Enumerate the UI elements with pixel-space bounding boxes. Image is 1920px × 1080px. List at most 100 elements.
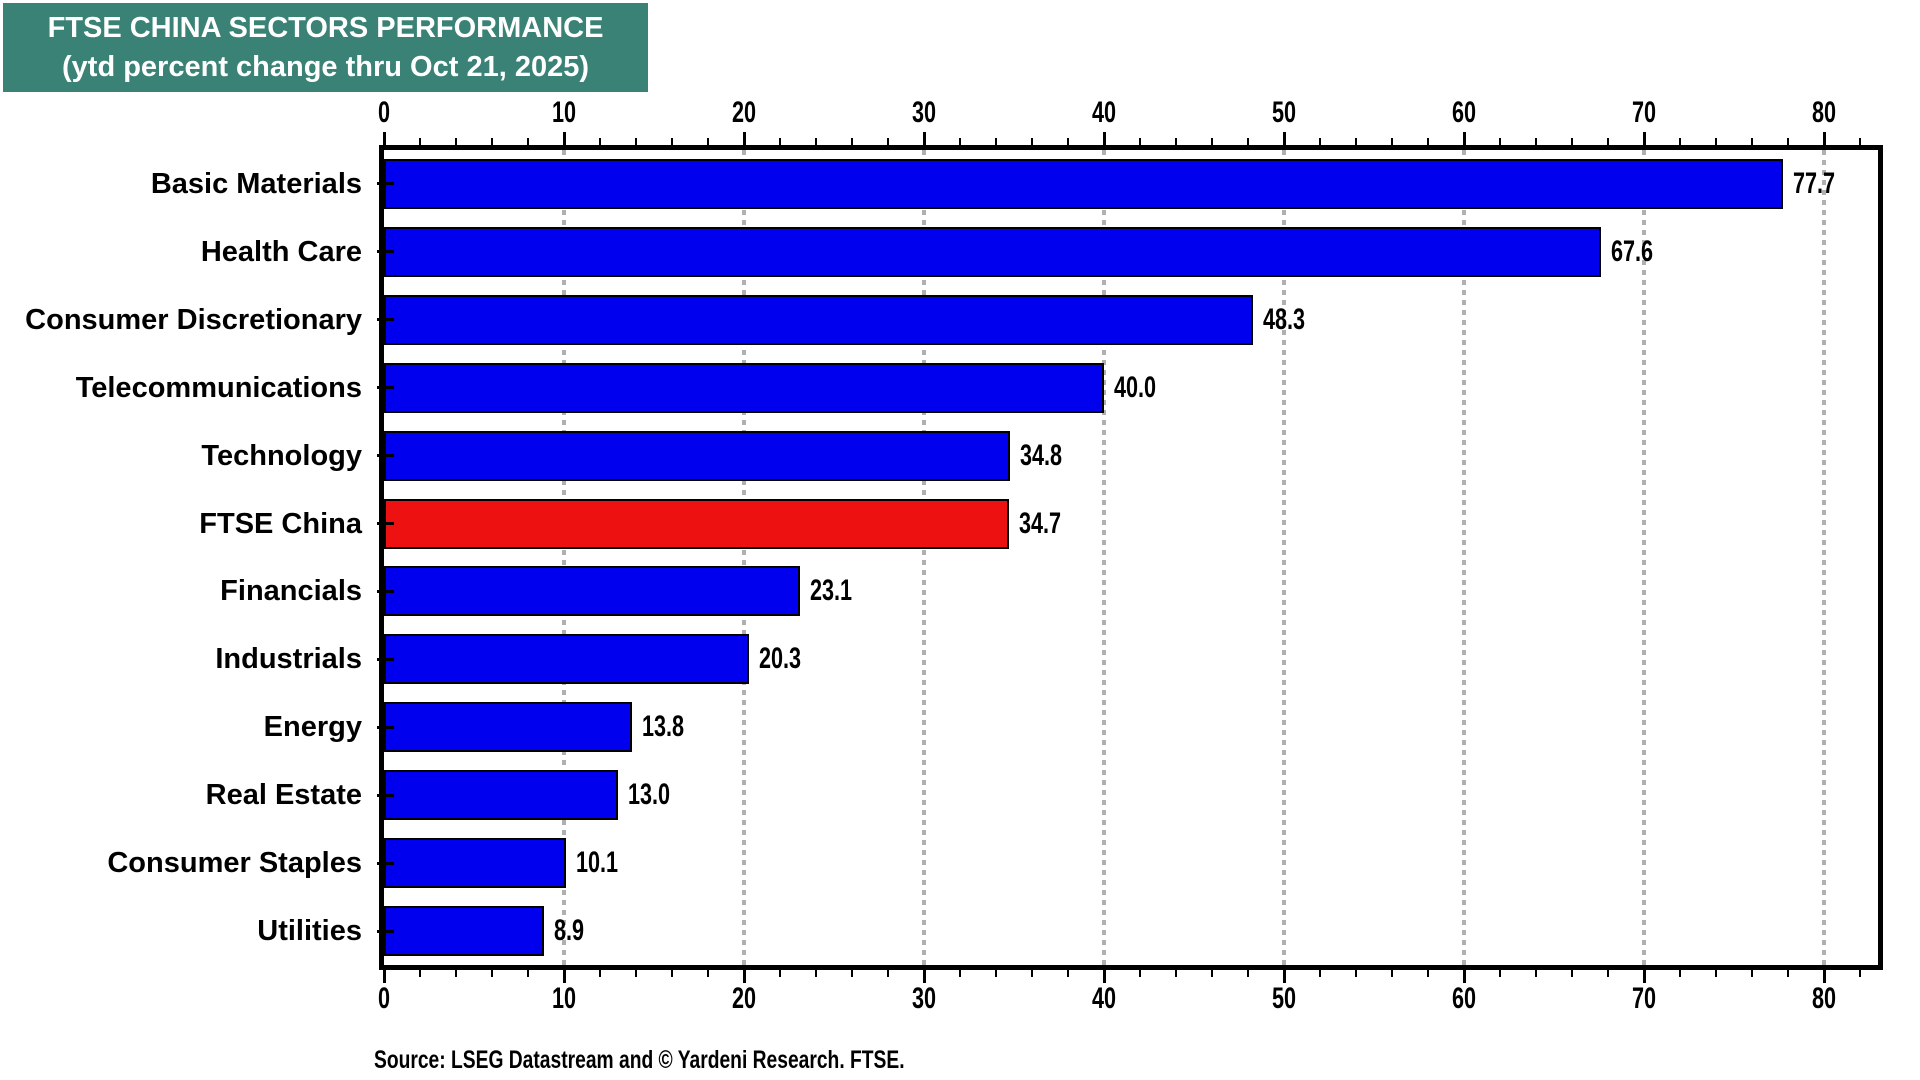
bar-health-care <box>384 226 1601 277</box>
bar-value-label: 77.7 <box>1792 166 1835 200</box>
x-tick-label-bottom: 80 <box>1811 982 1837 1015</box>
source-note: Source: LSEG Datastream and © Yardeni Re… <box>374 1046 905 1074</box>
bar-industrials <box>384 634 750 685</box>
x-axis-tick-top <box>1247 138 1249 145</box>
x-axis-tick-bottom <box>1247 970 1249 977</box>
y-axis-tick <box>377 657 394 661</box>
x-axis-tick-bottom <box>419 970 421 977</box>
x-axis-tick-bottom <box>1067 970 1069 977</box>
x-axis-tick-bottom <box>1102 970 1106 983</box>
x-axis-tick-top <box>1607 138 1609 145</box>
x-tick-label-bottom: 20 <box>731 982 757 1015</box>
y-axis-tick <box>377 522 394 526</box>
gridline-40 <box>1102 150 1106 965</box>
x-tick-label-top: 50 <box>1271 96 1297 129</box>
x-axis-tick-bottom <box>1715 970 1717 977</box>
x-tick-label-bottom: 60 <box>1451 982 1477 1015</box>
y-axis-tick <box>377 725 394 729</box>
x-axis-tick-bottom <box>1535 970 1537 977</box>
x-axis-tick-top <box>1751 138 1753 145</box>
x-axis-tick-bottom <box>1859 970 1861 977</box>
x-axis-tick-top <box>1031 138 1033 145</box>
x-axis-tick-bottom <box>491 970 493 977</box>
y-axis-tick <box>377 793 394 797</box>
bar-technology <box>384 430 1011 481</box>
x-axis-tick-bottom <box>1282 970 1286 983</box>
y-axis-tick <box>377 386 394 390</box>
category-label: Basic Materials <box>150 167 362 200</box>
x-axis-tick-top <box>1427 138 1429 145</box>
category-label: Energy <box>263 711 362 744</box>
bar-value-label: 20.3 <box>759 642 802 676</box>
x-axis-tick-bottom <box>1462 970 1466 983</box>
x-axis-tick-bottom <box>1319 970 1321 977</box>
x-axis-tick-top <box>707 138 709 145</box>
bar-energy <box>384 702 633 753</box>
x-tick-label-top: 0 <box>377 96 391 129</box>
y-axis-tick <box>377 454 394 458</box>
x-axis-tick-top <box>1139 138 1141 145</box>
gridline-30 <box>922 150 926 965</box>
x-tick-label-top: 60 <box>1451 96 1477 129</box>
x-tick-label-bottom: 50 <box>1271 982 1297 1015</box>
x-axis-tick-top <box>995 138 997 145</box>
x-axis-tick-bottom <box>851 970 853 977</box>
bar-utilities <box>384 906 545 957</box>
x-axis-tick-bottom <box>1571 970 1573 977</box>
gridline-80 <box>1822 150 1826 965</box>
bar-value-label: 13.8 <box>642 710 685 744</box>
x-axis-tick-bottom <box>779 970 781 977</box>
x-axis-tick-top <box>1462 132 1466 145</box>
x-tick-label-bottom: 40 <box>1091 982 1117 1015</box>
bar-value-label: 13.0 <box>628 778 671 812</box>
x-tick-label-bottom: 0 <box>377 982 391 1015</box>
bar-financials <box>384 566 800 617</box>
x-axis-tick-bottom <box>1175 970 1177 977</box>
gridline-10 <box>562 150 566 965</box>
y-axis-tick <box>377 318 394 322</box>
bar-value-label: 10.1 <box>575 846 618 880</box>
gridline-70 <box>1642 150 1646 965</box>
x-axis-tick-bottom <box>527 970 529 977</box>
x-axis-tick-top <box>1642 132 1646 145</box>
x-axis-tick-bottom <box>599 970 601 977</box>
x-axis-tick-bottom <box>1355 970 1357 977</box>
x-tick-label-top: 20 <box>731 96 757 129</box>
bar-value-label: 34.8 <box>1020 438 1063 472</box>
x-axis-tick-bottom <box>1607 970 1609 977</box>
x-tick-label-top: 70 <box>1631 96 1657 129</box>
gridline-20 <box>742 150 746 965</box>
x-axis-tick-top <box>419 138 421 145</box>
x-axis-tick-bottom <box>742 970 746 983</box>
category-label: Real Estate <box>205 779 362 812</box>
x-axis-tick-bottom <box>1499 970 1501 977</box>
chart-title-line1: FTSE CHINA SECTORS PERFORMANCE <box>47 11 604 44</box>
x-axis-tick-bottom <box>1679 970 1681 977</box>
x-tick-label-bottom: 10 <box>551 982 577 1015</box>
x-axis-tick-bottom <box>382 970 386 983</box>
bar-consumer-staples <box>384 838 566 889</box>
y-axis-tick <box>377 861 394 865</box>
gridline-60 <box>1462 150 1466 965</box>
x-axis-tick-bottom <box>1391 970 1393 977</box>
x-tick-label-top: 10 <box>551 96 577 129</box>
x-axis-tick-bottom <box>671 970 673 977</box>
x-axis-tick-bottom <box>959 970 961 977</box>
x-axis-tick-bottom <box>635 970 637 977</box>
bar-basic-materials <box>384 158 1783 209</box>
x-axis-tick-top <box>1391 138 1393 145</box>
bar-value-label: 67.6 <box>1610 234 1653 268</box>
x-axis-tick-top <box>1822 132 1826 145</box>
bar-consumer-discretionary <box>384 294 1254 345</box>
x-axis-tick-top <box>1715 138 1717 145</box>
x-axis-tick-top <box>671 138 673 145</box>
x-tick-label-bottom: 30 <box>911 982 937 1015</box>
x-axis-tick-bottom <box>1751 970 1753 977</box>
x-axis-tick-bottom <box>455 970 457 977</box>
bar-value-label: 23.1 <box>809 574 852 608</box>
x-axis-tick-top <box>742 132 746 145</box>
x-axis-tick-top <box>1282 132 1286 145</box>
y-axis-tick <box>377 929 394 933</box>
x-axis-tick-top <box>1499 138 1501 145</box>
